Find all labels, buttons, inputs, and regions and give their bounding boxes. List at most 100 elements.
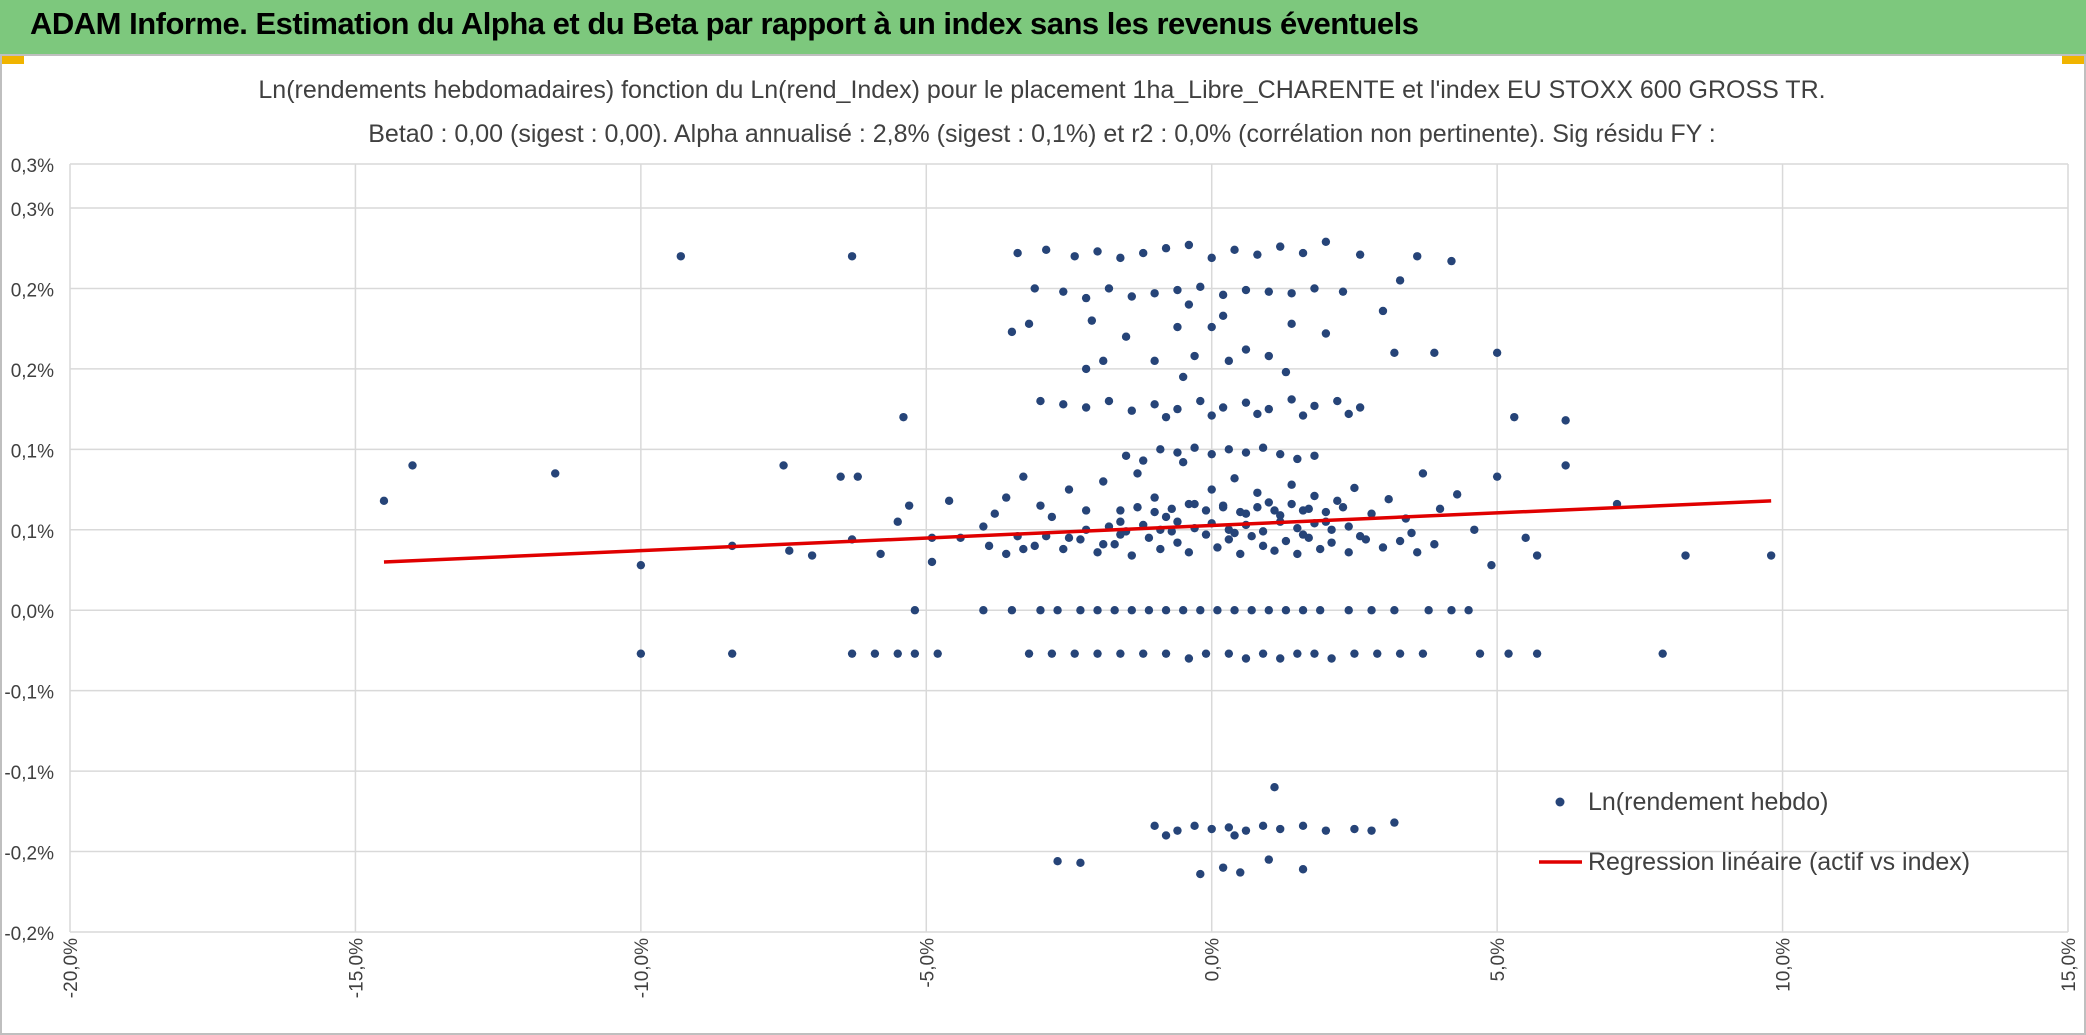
data-point: [1224, 823, 1234, 832]
chart-area: Ln(rendements hebdomadaires) fonction du…: [0, 54, 2086, 1035]
data-point: [1099, 540, 1108, 549]
data-point: [1190, 821, 1199, 831]
data-point: [1161, 606, 1171, 615]
data-point: [1321, 507, 1331, 517]
data-point: [1338, 287, 1348, 296]
data-point: [1230, 245, 1239, 255]
data-point: [1241, 448, 1251, 457]
data-point: [1293, 549, 1302, 559]
data-point: [1161, 649, 1171, 658]
data-point: [1504, 649, 1513, 658]
data-point: [1253, 488, 1262, 497]
data-point: [1087, 316, 1097, 325]
data-point: [1281, 606, 1291, 615]
data-point: [893, 517, 902, 526]
data-point: [1024, 649, 1034, 658]
data-point: [1030, 284, 1039, 293]
data-point: [1378, 306, 1388, 316]
data-point: [1413, 548, 1422, 557]
data-point: [1196, 396, 1205, 406]
data-point: [1047, 512, 1057, 522]
data-point: [1447, 256, 1456, 266]
x-tick-label: -5,0%: [917, 938, 938, 988]
data-point: [1093, 548, 1102, 557]
data-point: [1224, 535, 1234, 544]
data-point: [1059, 287, 1068, 296]
data-point: [1475, 649, 1485, 658]
data-point: [1253, 250, 1262, 259]
data-point: [1241, 285, 1251, 295]
data-point: [1127, 606, 1136, 615]
data-point: [1258, 443, 1268, 452]
data-point: [1224, 649, 1234, 658]
data-point: [1139, 456, 1148, 465]
data-point: [1070, 649, 1079, 658]
data-point: [893, 649, 902, 658]
data-point: [1218, 863, 1228, 872]
data-point: [1521, 533, 1530, 543]
data-point: [1150, 821, 1159, 831]
data-point: [1658, 649, 1667, 658]
data-point: [1344, 606, 1353, 615]
data-point: [1019, 472, 1028, 481]
data-point: [1150, 356, 1159, 366]
data-point: [1561, 461, 1570, 470]
data-point: [1196, 869, 1205, 879]
data-point: [1241, 398, 1251, 407]
data-point: [1104, 284, 1114, 293]
data-point: [1270, 546, 1279, 555]
y-tick-label: -0,2%: [4, 844, 54, 865]
data-point: [379, 496, 389, 506]
data-point: [927, 557, 937, 567]
data-point: [1367, 826, 1376, 835]
data-point: [1253, 409, 1262, 419]
data-point: [807, 551, 817, 560]
data-point: [1076, 606, 1085, 615]
data-point: [1002, 493, 1011, 502]
data-point: [1464, 606, 1473, 615]
data-point: [1184, 654, 1194, 663]
data-point: [1424, 606, 1433, 615]
y-tick-label: 0,2%: [11, 280, 54, 301]
data-point: [1355, 403, 1365, 412]
data-point: [1178, 372, 1188, 382]
data-point: [1327, 538, 1336, 547]
data-point: [1218, 403, 1228, 412]
data-point: [1304, 504, 1313, 514]
data-point: [1218, 501, 1228, 510]
data-point: [1373, 649, 1382, 658]
data-point: [1492, 472, 1502, 481]
data-point: [1270, 783, 1279, 792]
data-point: [990, 509, 999, 518]
data-point: [1390, 606, 1399, 615]
data-point: [1281, 536, 1291, 546]
data-point: [1333, 496, 1342, 506]
y-tick-label: 0,1%: [11, 441, 54, 462]
data-point: [636, 560, 646, 570]
data-point: [876, 549, 885, 559]
data-point: [1053, 857, 1062, 866]
data-point: [1064, 485, 1074, 494]
data-point: [1378, 543, 1388, 552]
data-point: [1156, 445, 1165, 454]
data-point: [1561, 416, 1570, 425]
x-tick-label: 0,0%: [1203, 938, 1224, 981]
data-point: [1093, 247, 1102, 256]
data-point: [1093, 649, 1102, 658]
data-point: [1133, 469, 1142, 478]
data-point: [1418, 469, 1428, 478]
data-point: [1258, 821, 1268, 831]
data-point: [1276, 449, 1285, 459]
data-point: [1127, 292, 1136, 301]
data-point: [1321, 237, 1331, 246]
data-point: [1287, 499, 1296, 509]
data-point: [1258, 527, 1268, 536]
data-point: [1350, 649, 1359, 658]
data-point: [1298, 248, 1308, 258]
data-point: [1190, 443, 1199, 452]
data-point: [1338, 503, 1348, 512]
data-point: [1213, 543, 1222, 552]
data-point: [1327, 654, 1336, 663]
data-point: [984, 541, 994, 551]
y-tick-label: 0,2%: [11, 361, 54, 382]
